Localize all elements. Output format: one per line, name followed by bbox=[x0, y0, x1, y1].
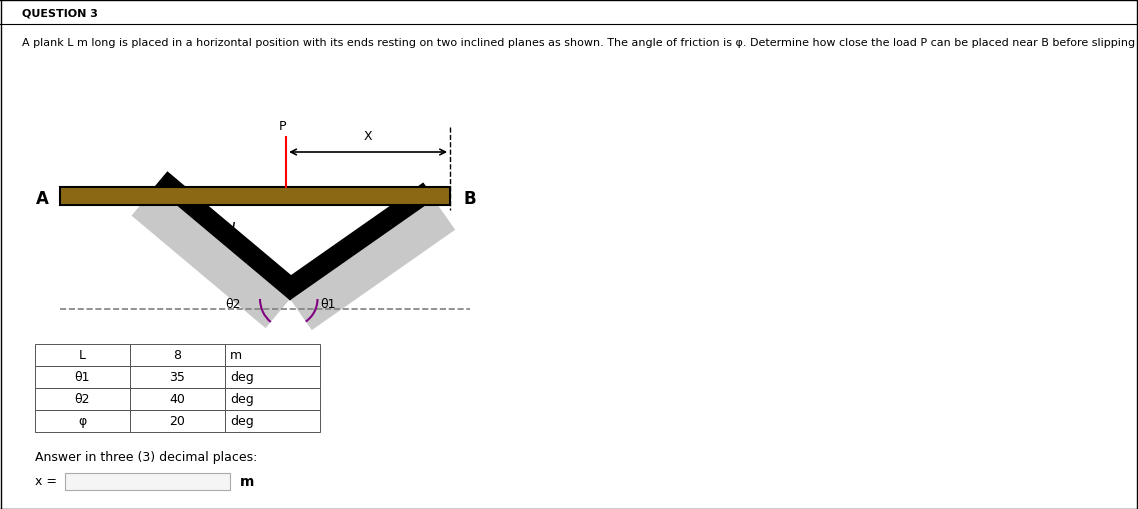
Text: 8: 8 bbox=[173, 349, 181, 362]
Text: θ1: θ1 bbox=[75, 371, 90, 384]
Polygon shape bbox=[156, 174, 302, 299]
Polygon shape bbox=[290, 199, 455, 330]
Bar bbox=[60, 188, 450, 206]
Text: deg: deg bbox=[230, 371, 254, 384]
Text: 40: 40 bbox=[170, 393, 185, 406]
Bar bbox=[225, 344, 320, 366]
Text: X: X bbox=[364, 130, 372, 143]
Text: m: m bbox=[240, 474, 255, 488]
Text: m: m bbox=[230, 349, 242, 362]
Bar bbox=[225, 366, 320, 388]
Bar bbox=[35, 388, 130, 410]
Bar bbox=[35, 366, 130, 388]
Text: A: A bbox=[35, 190, 49, 208]
Text: QUESTION 3: QUESTION 3 bbox=[22, 8, 98, 18]
Text: deg: deg bbox=[230, 415, 254, 428]
Bar bbox=[130, 388, 225, 410]
Text: Answer in three (3) decimal places:: Answer in three (3) decimal places: bbox=[35, 450, 257, 463]
Bar bbox=[225, 410, 320, 432]
Text: θ2: θ2 bbox=[75, 393, 90, 406]
Text: θ1: θ1 bbox=[320, 298, 336, 311]
Text: deg: deg bbox=[230, 393, 254, 406]
Text: A plank L m long is placed in a horizontal position with its ends resting on two: A plank L m long is placed in a horizont… bbox=[22, 38, 1138, 48]
Text: x =: x = bbox=[35, 474, 57, 488]
Text: 35: 35 bbox=[170, 371, 185, 384]
Polygon shape bbox=[132, 187, 290, 328]
Bar bbox=[130, 344, 225, 366]
Bar bbox=[35, 344, 130, 366]
Bar bbox=[225, 388, 320, 410]
Bar bbox=[35, 410, 130, 432]
Bar bbox=[130, 366, 225, 388]
Text: B: B bbox=[463, 190, 477, 208]
Bar bbox=[130, 410, 225, 432]
Text: P: P bbox=[279, 120, 286, 133]
Polygon shape bbox=[280, 185, 434, 299]
Text: L: L bbox=[79, 349, 86, 362]
Text: φ: φ bbox=[79, 415, 86, 428]
Text: 20: 20 bbox=[170, 415, 185, 428]
Bar bbox=[65, 473, 230, 490]
Text: θ2: θ2 bbox=[225, 298, 240, 311]
Text: L: L bbox=[231, 221, 239, 237]
